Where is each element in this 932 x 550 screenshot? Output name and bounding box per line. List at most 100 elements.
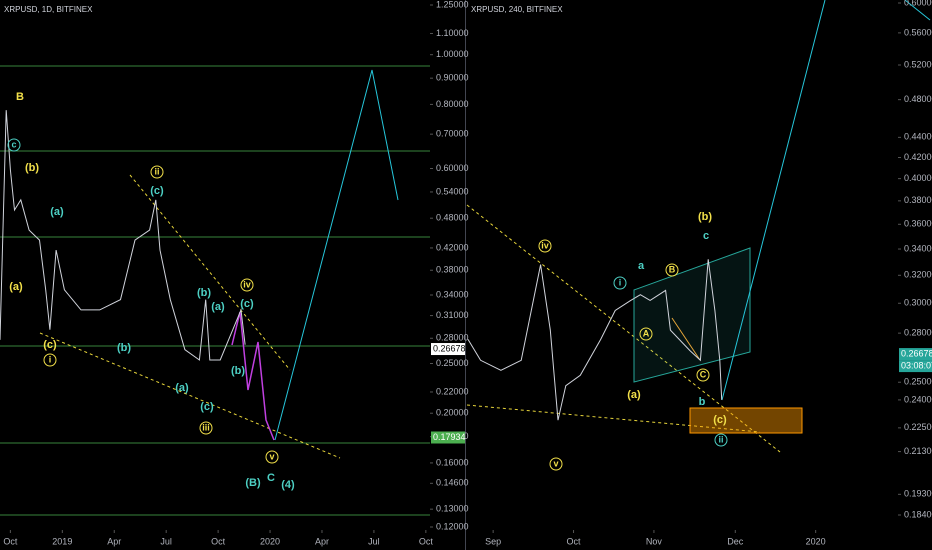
wave-label: (c) [200,401,214,413]
wave-label: (c) [43,339,57,351]
x-tick-label: Sep [485,536,501,546]
wave-label: i [619,277,622,287]
wave-label: c [703,230,709,242]
wave-circle [714,433,728,447]
wave-circle [665,263,679,277]
wave-label: (a) [175,382,189,394]
y-tick-label: 1.00000 [436,49,469,59]
wave-label: (a) [9,281,23,293]
wave-label: i [49,354,52,364]
wave-label: (b) [117,342,131,354]
y-tick-label: 1.25000 [436,0,469,9]
price-tag-label: 0.26678 [901,348,932,358]
wave-label: C [700,369,707,379]
y-tick-label: 0.34000 [904,243,932,253]
y-tick-label: 0.31000 [436,310,469,320]
wave-label: (b) [231,365,245,377]
wave-label: (b) [197,287,211,299]
wave-label: (c) [150,185,164,197]
y-tick-label: 0.22000 [436,386,469,396]
x-tick-label: Apr [107,536,121,546]
wave-circle [240,278,254,292]
y-tick-label: 0.60000 [436,163,469,173]
wave-label: iv [541,240,549,250]
y-tick-label: 0.70000 [436,129,469,139]
price-line [467,259,723,421]
price-line [0,110,246,361]
wave-circle [613,276,627,290]
y-tick-label: 0.54000 [436,186,469,196]
wave-circle [696,368,710,382]
wave-label: C [267,472,275,484]
y-tick-label: 0.18400 [904,509,932,519]
wave-label: c [11,139,16,149]
y-tick-label: 0.14600 [436,478,469,488]
price-tag-label: 0.26678 [433,343,466,353]
drawings [0,0,931,516]
y-tick-label: 0.16000 [436,457,469,467]
price-tag [899,348,932,361]
price-tag-label: 0.17934 [433,432,466,442]
y-tick-label: 0.25000 [436,358,469,368]
y-tick-label: 0.28000 [436,333,469,343]
y-tick-label: 0.42000 [904,152,932,162]
x-tick-label: Dec [727,536,744,546]
wave-label: (B) [245,477,261,489]
wave-circle [199,421,213,435]
x-tick-label: Nov [646,536,663,546]
countdown: 03:08:07 [901,360,932,370]
price-tag [431,431,465,444]
wave-circle [7,138,21,152]
wave-circle [265,450,279,464]
y-tick-label: 0.60000 [904,0,932,7]
wave-label: v [269,451,274,461]
y-tick-label: 0.48000 [904,94,932,104]
y-tick-label: 0.13000 [436,504,469,514]
x-tick-label: Oct [419,536,434,546]
y-tick-label: 0.42000 [436,242,469,252]
wave-label: iv [243,279,251,289]
wave-label: iii [202,422,210,432]
y-tick-label: 0.38000 [436,265,469,275]
y-tick-label: 0.12000 [436,521,469,531]
wave-label: (a) [211,301,225,313]
wave-label: B [16,91,24,103]
wave-label: (b) [698,211,712,223]
y-tick-label: 0.20000 [436,408,469,418]
wave-circle [150,165,164,179]
wave-circle [639,327,653,341]
y-tick-label: 1.10000 [436,28,469,38]
x-tick-label: Apr [315,536,329,546]
x-tick-label: Oct [3,536,18,546]
wave-label: (a) [627,389,641,401]
wave-circle [43,353,57,367]
wave-label: ii [718,434,723,444]
x-tick-label: Jul [160,536,172,546]
wave-label: v [553,458,558,468]
y-tick-label: 0.34000 [436,289,469,299]
price-tag [431,343,465,356]
wave-label: B [669,264,676,274]
wave-label: (4) [281,479,295,491]
wave-label: b [699,396,706,408]
y-tick-label: 0.90000 [436,73,469,83]
y-tick-label: 0.48000 [436,213,469,223]
chart-title: XRPUSD, 1D, BITFINEX [4,5,93,14]
wave-circle [538,239,552,253]
y-tick-label: 0.80000 [436,99,469,109]
y-tick-label: 0.38000 [904,195,932,205]
x-tick-label: Oct [211,536,226,546]
x-tick-label: 2020 [806,536,826,546]
wave-label: a [638,260,645,272]
y-tick-label: 0.28000 [904,328,932,338]
wave-label: (c) [240,298,254,310]
